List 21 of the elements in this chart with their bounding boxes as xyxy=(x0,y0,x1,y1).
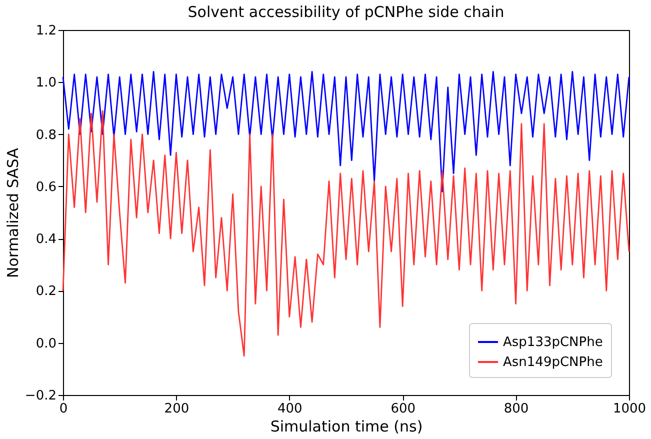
legend-label: Asp133pCNPhe xyxy=(503,335,603,350)
x-axis-title: Simulation time (ns) xyxy=(270,418,423,436)
y-tick-label: 0.8 xyxy=(36,128,56,143)
y-tick-label: 0.4 xyxy=(36,232,56,248)
y-axis-title: Normalized SASA xyxy=(4,147,22,278)
x-tick-label: 800 xyxy=(504,402,529,416)
x-tick-label: 1000 xyxy=(612,402,646,416)
y-tick-label: 1.0 xyxy=(36,76,56,91)
y-tick-label: 0.2 xyxy=(36,284,56,300)
x-tick-label: 0 xyxy=(59,402,68,416)
x-tick-label: 600 xyxy=(390,402,416,416)
y-tick-label: −0.2 xyxy=(24,388,56,404)
line-series xyxy=(62,110,630,357)
y-tick-label: 0.6 xyxy=(36,180,56,195)
line-series xyxy=(62,71,630,192)
y-tick-label: 0.0 xyxy=(36,336,56,352)
x-tick-label: 200 xyxy=(164,402,190,416)
chart-title: Solvent accessibility of pCNPhe side chain xyxy=(188,3,504,21)
y-tick-label: 1.2 xyxy=(36,24,56,38)
x-tick-label: 400 xyxy=(277,402,302,416)
legend-label: Asn149pCNPhe xyxy=(503,355,603,370)
